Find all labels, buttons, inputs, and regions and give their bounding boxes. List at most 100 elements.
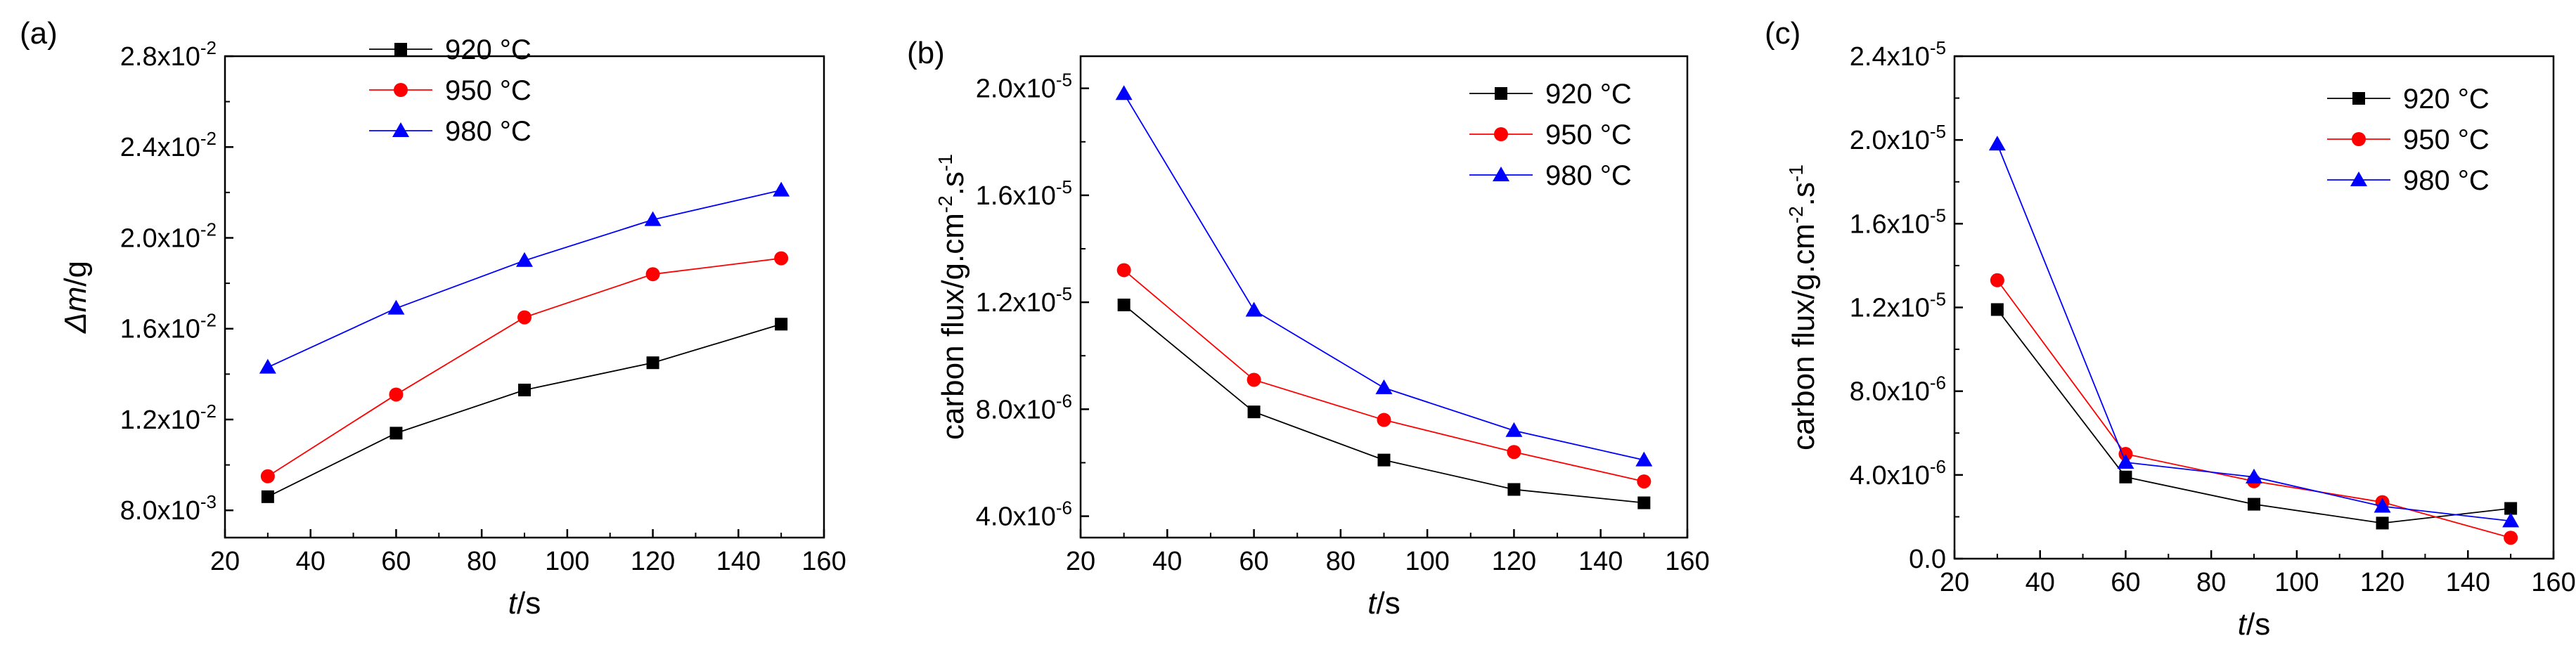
series-line — [1123, 269, 1644, 482]
legend: 920 °C 950 °C 980 °C — [369, 34, 532, 147]
data-point — [389, 427, 403, 440]
y-tick-label: 4.0x10-6 — [1850, 456, 1946, 491]
legend-marker — [392, 122, 409, 137]
x-tick-label: 100 — [545, 547, 589, 576]
data-point — [259, 358, 276, 374]
data-point — [1117, 298, 1131, 311]
series-920 — [1990, 303, 2518, 530]
legend-marker — [2352, 132, 2366, 146]
x-tick-label: 40 — [296, 547, 326, 576]
legend-marker — [394, 83, 408, 97]
data-point — [1247, 372, 1261, 387]
series-980 — [259, 181, 790, 374]
x-tick-label: 160 — [1665, 547, 1709, 576]
x-tick-label: 20 — [1066, 547, 1095, 576]
data-point — [1637, 474, 1651, 489]
data-point — [260, 469, 275, 483]
data-point — [2248, 498, 2260, 511]
x-tick-label: 140 — [716, 547, 761, 576]
data-point — [2376, 517, 2389, 530]
x-tick-label: 80 — [1326, 547, 1355, 576]
x-tick-label: 60 — [381, 547, 411, 576]
y-tick-label: 1.6x10-2 — [120, 310, 217, 344]
chart-panel-3: (c) 20 40 60 80 100 120 140 160 0.0 4.0x10-6 8.0x10… — [1765, 16, 2576, 642]
series-920 — [261, 318, 788, 503]
data-point — [516, 252, 533, 267]
panel-label: (a) — [20, 16, 58, 51]
data-point — [1245, 301, 1263, 317]
y-tick-label: 2.0x10-2 — [120, 219, 217, 253]
x-tick-label: 140 — [1578, 547, 1623, 576]
y-tick-label: 8.0x10-6 — [1850, 372, 1946, 407]
x-tick-label: 120 — [1492, 547, 1536, 576]
data-point — [774, 251, 789, 266]
series-line — [267, 257, 782, 477]
y-tick-label: 8.0x10-3 — [120, 491, 217, 526]
legend-label: 980 °C — [1545, 160, 1632, 191]
data-point — [645, 267, 660, 282]
series-980 — [1988, 136, 2520, 528]
data-point — [2374, 498, 2391, 513]
x-tick-label: 40 — [2026, 568, 2055, 597]
legend-marker — [1493, 167, 1509, 181]
data-point — [1507, 445, 1521, 460]
data-point — [1635, 451, 1653, 467]
y-tick-label: 1.2x10-5 — [976, 283, 1072, 318]
y-tick-label: 1.2x10-5 — [1850, 289, 1946, 323]
y-tick-label: 2.4x10-5 — [1850, 37, 1946, 72]
y-tick-label: 4.0x10-6 — [976, 498, 1072, 532]
x-tick-label: 20 — [1940, 568, 1969, 597]
data-point — [2504, 502, 2518, 515]
legend-label: 950 °C — [1545, 119, 1632, 150]
y-axis-title: carbon flux/g.cm-2.s-1 — [1785, 164, 1821, 450]
legend-label: 920 °C — [1545, 79, 1632, 110]
panel-label: (c) — [1765, 16, 1801, 51]
y-tick-label: 2.0x10-5 — [1850, 121, 1946, 155]
y-axis-title: carbon flux/g.cm-2.s-1 — [934, 154, 970, 440]
data-point — [1637, 496, 1651, 509]
legend-label: 980 °C — [2403, 165, 2490, 196]
data-point — [2246, 468, 2262, 483]
data-point — [2504, 531, 2518, 545]
data-point — [2117, 453, 2134, 469]
data-point — [775, 318, 788, 331]
series-line — [1997, 308, 2511, 524]
series-950 — [1116, 263, 1651, 489]
data-point — [644, 211, 662, 226]
legend-label: 920 °C — [445, 34, 532, 65]
x-tick-label: 20 — [210, 547, 240, 576]
series-line — [267, 189, 782, 368]
y-tick-label: 1.2x10-2 — [120, 401, 217, 435]
data-point — [2502, 512, 2520, 528]
legend-label: 920 °C — [2403, 84, 2490, 115]
x-tick-label: 160 — [2531, 568, 2575, 597]
legend-marker — [394, 43, 407, 56]
data-point — [1115, 85, 1133, 100]
data-point — [1116, 263, 1131, 278]
x-tick-label: 60 — [2111, 568, 2140, 597]
panel-label: (b) — [907, 36, 945, 70]
data-point — [646, 356, 659, 370]
legend-label: 950 °C — [445, 75, 532, 106]
x-tick-label: 80 — [467, 547, 496, 576]
series-920 — [1117, 298, 1651, 509]
y-tick-label: 2.8x10-2 — [120, 37, 217, 72]
legend: 920 °C 950 °C 980 °C — [2327, 84, 2490, 196]
y-tick-label: 2.0x10-5 — [976, 70, 1072, 104]
y-tick-label: 1.6x10-5 — [976, 176, 1072, 211]
x-axis-title: t/s — [508, 586, 541, 621]
series-950 — [260, 251, 789, 483]
data-point — [1377, 413, 1391, 427]
data-point — [1990, 273, 2004, 287]
legend-marker — [1494, 127, 1508, 141]
x-tick-label: 60 — [1239, 547, 1268, 576]
data-point — [773, 181, 790, 197]
x-tick-label: 100 — [1405, 547, 1449, 576]
data-point — [389, 387, 404, 402]
x-axis-title: t/s — [1367, 586, 1400, 621]
legend-marker — [1495, 87, 1507, 100]
data-point — [387, 299, 405, 315]
x-tick-label: 160 — [801, 547, 846, 576]
series-line — [1123, 304, 1644, 504]
